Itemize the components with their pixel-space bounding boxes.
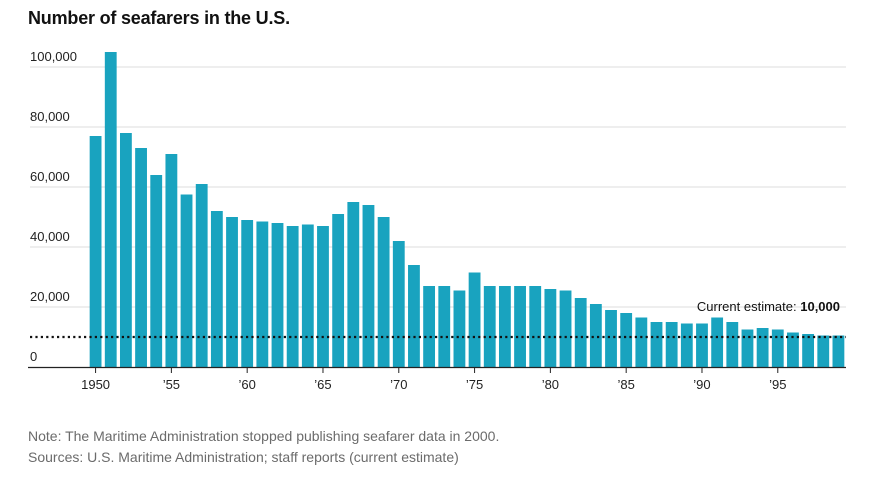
chart-title: Number of seafarers in the U.S. [28,8,290,28]
y-tick-label: 0 [30,349,37,364]
reference-line: Current estimate: 10,000 [30,299,846,339]
bar [453,290,466,367]
bar [756,328,769,367]
bar [347,202,360,367]
x-tick-label: ’85 [618,377,635,392]
y-tick-label: 20,000 [30,289,70,304]
bar [104,52,117,367]
x-tick-label: ’55 [163,377,180,392]
bars [89,52,845,367]
bar [605,310,617,367]
x-tick-label: ’75 [466,377,483,392]
bar [696,323,708,367]
bar [332,214,345,367]
bar [680,323,693,367]
x-tick-label: ’65 [314,377,331,392]
bar [165,154,178,367]
bar [286,226,299,367]
y-tick-label: 60,000 [30,169,70,184]
y-tick-label: 100,000 [30,49,77,64]
x-tick-label: ’80 [542,377,559,392]
bar [392,241,405,367]
bar [317,226,329,367]
note-text: Note: The Maritime Administration stoppe… [28,428,500,444]
x-tick-label: ’95 [769,377,786,392]
bar [741,329,754,367]
bar [498,286,511,367]
y-tick-label: 40,000 [30,229,70,244]
x-axis: 1950 ’55 ’60 ’65 ’70 ’75 ’80 ’85 ’90 ’95 [28,366,846,392]
bar [210,211,223,367]
bar [89,136,102,367]
bar [635,317,648,367]
bar [544,289,557,367]
bar [271,223,284,367]
bar [119,133,132,367]
sources-text: Sources: U.S. Maritime Administration; s… [28,449,459,465]
bar [559,290,572,367]
bar [514,286,526,367]
bar [802,334,815,367]
y-axis: 0 20,000 40,000 60,000 80,000 100,000 [30,49,77,364]
bar [574,298,587,367]
bar [650,322,663,367]
bar [832,335,845,367]
bar [241,220,254,367]
bar [468,272,481,367]
reference-line-label-text: Current estimate: [697,299,800,314]
bar [665,322,678,367]
bar [438,286,451,367]
bar [377,217,390,367]
x-tick-label: ’70 [390,377,407,392]
bar [711,317,724,367]
reference-line-value: 10,000 [800,299,840,314]
bar [301,224,314,367]
bar [589,304,602,367]
bar [180,194,193,367]
bar [362,205,375,367]
x-tick-label: 1950 [81,377,110,392]
bar [150,175,163,367]
footnotes: Note: The Maritime Administration stoppe… [28,426,499,468]
reference-line-label: Current estimate: 10,000 [697,299,840,314]
bar [256,221,269,367]
bar [226,217,238,367]
bar [529,286,542,367]
x-tick-label: ’60 [239,377,256,392]
gridlines [30,66,846,308]
bar [408,265,420,367]
bar [483,286,496,367]
bar [423,286,436,367]
bar [787,332,799,367]
y-tick-label: 80,000 [30,109,70,124]
bar [771,329,784,367]
bar [195,184,208,367]
bar [817,335,830,367]
bar [726,322,739,367]
bar [620,313,633,367]
x-tick-label: ’90 [693,377,710,392]
bar [135,148,147,367]
